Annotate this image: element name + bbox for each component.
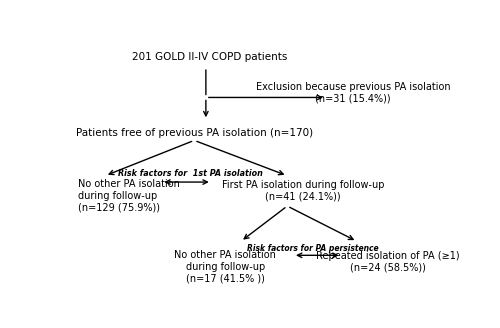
Text: No other PA isolation
during follow-up
(n=129 (75.9%)): No other PA isolation during follow-up (… <box>78 179 180 213</box>
Text: Patients free of previous PA isolation (n=170): Patients free of previous PA isolation (… <box>76 128 313 138</box>
Text: Risk factors for  1st PA isolation: Risk factors for 1st PA isolation <box>118 169 263 178</box>
Text: First PA isolation during follow-up
(n=41 (24.1%)): First PA isolation during follow-up (n=4… <box>222 180 384 202</box>
Text: No other PA isolation
during follow-up
(n=17 (41.5% )): No other PA isolation during follow-up (… <box>174 250 276 283</box>
Text: Repeated isolation of PA (≥1)
(n=24 (58.5%)): Repeated isolation of PA (≥1) (n=24 (58.… <box>316 251 460 273</box>
Text: 201 GOLD II-IV COPD patients: 201 GOLD II-IV COPD patients <box>132 52 288 62</box>
Text: Exclusion because previous PA isolation
(n=31 (15.4%)): Exclusion because previous PA isolation … <box>256 82 450 103</box>
Text: Risk factors for PA persistence: Risk factors for PA persistence <box>246 244 378 254</box>
